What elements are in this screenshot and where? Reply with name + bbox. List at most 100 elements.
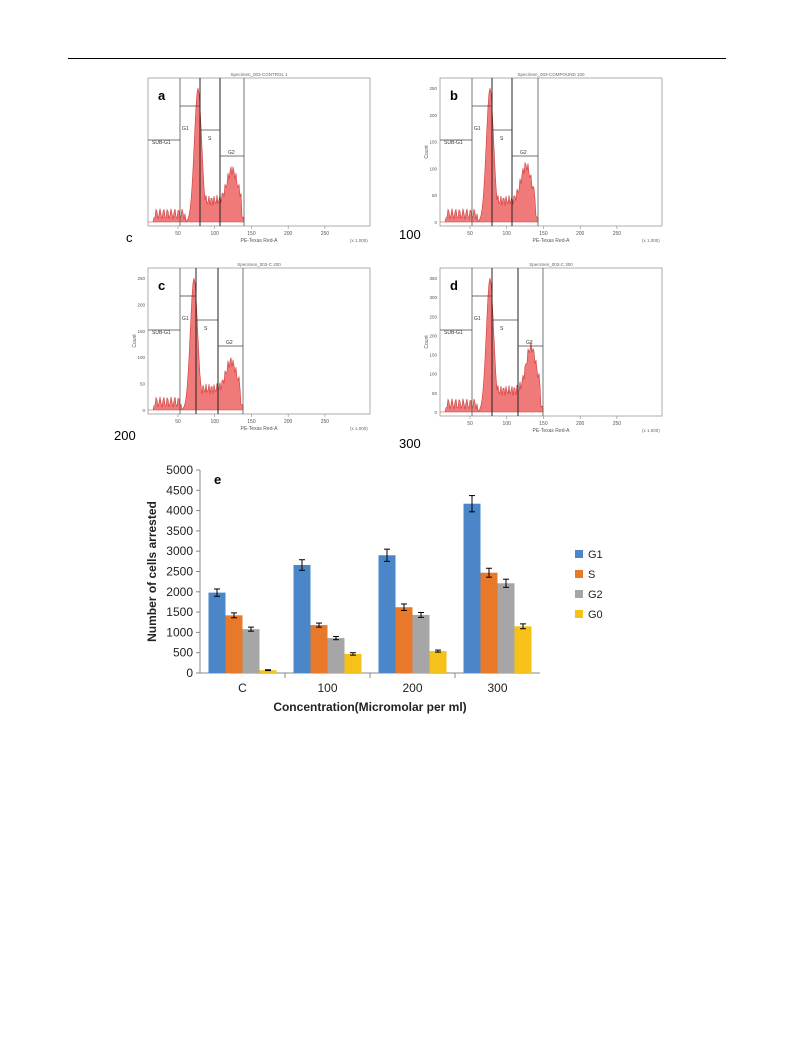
y-tick-label-0: 0 (186, 666, 193, 680)
yaxis-label-d: Count (424, 335, 430, 349)
ytick-label-c-4: 200 (137, 302, 145, 307)
error-bar-G0-300 (520, 623, 526, 630)
error-bar-G0-200 (435, 649, 441, 653)
y-tick-label-1: 500 (173, 646, 193, 660)
panel-letter-a: a (158, 88, 166, 103)
yaxis-label-b: Count (424, 145, 430, 159)
ytick-label-c-5: 250 (137, 276, 145, 281)
histogram-frame-d (439, 267, 663, 417)
gate-label-d-g1: G1 (474, 316, 481, 322)
histogram-svg-d: SUB-G1 G1 S G2 d Specimen_003-C 300 50 100 150 20… (424, 262, 663, 434)
gate-label-a-s: S (208, 136, 212, 142)
y-tick-label-7: 3500 (166, 524, 193, 538)
legend-swatch-G0 (575, 610, 583, 618)
xtick-label-b-2: 150 (539, 231, 548, 237)
histogram-frame-c (147, 267, 371, 415)
ytick-label-d-5: 250 (429, 314, 437, 319)
ytick-label-d-6: 300 (429, 295, 437, 300)
xtick-label-d-2: 150 (539, 421, 548, 427)
bar-G2-200 (412, 614, 430, 673)
histogram-panel-b: SUB-G1 G1 S G2 b Specimen_003-COMPOUND 100 50 1… (424, 72, 682, 258)
histogram-frame-a (147, 77, 371, 227)
histogram-fill-b (440, 87, 539, 223)
histogram-svg-b: SUB-G1 G1 S G2 b Specimen_003-COMPOUND 100 50 1… (424, 72, 663, 244)
xtick-label-c-2: 150 (247, 419, 256, 425)
xaxis-label-d: PE-Texas Red-A (533, 428, 571, 434)
bar-G0-C (259, 670, 277, 673)
xtick-label-c-3: 200 (284, 419, 293, 425)
specimen-title-a: Specimen_003-CONTROL 1 (230, 72, 288, 77)
xtick-label-a-3: 200 (284, 231, 293, 237)
x-tick-label-2: 200 (402, 681, 422, 695)
gate-label-c-subg1: SUB-G1 (152, 330, 171, 336)
specimen-title-b: Specimen_003-COMPOUND 100 (517, 72, 585, 77)
xtick-label-d-0: 50 (467, 421, 473, 427)
ytick-label-d-1: 50 (432, 391, 438, 396)
specimen-title-c: Specimen_003-C 200 (237, 262, 281, 267)
bar-G0-300 (514, 626, 532, 673)
ytick-label-d-4: 200 (429, 333, 437, 338)
bar-G2-C (242, 629, 260, 673)
bar-S-300 (480, 572, 498, 673)
error-bar-G0-100 (350, 652, 356, 656)
histogram-panel-a: SUB-G1 G1 S G2 a Specimen_003-CONTROL 1 50 100 1… (147, 72, 390, 258)
error-bar-G1-300 (469, 495, 475, 513)
xaxis-unit-b: (x 1,000) (642, 238, 660, 243)
gate-label-c-g2: G2 (226, 340, 233, 346)
xtick-label-a-0: 50 (175, 231, 181, 237)
xaxis-label-c: PE-Texas Red-A (241, 426, 279, 432)
specimen-title-d: Specimen_003-C 300 (529, 262, 573, 267)
gate-label-a-g2: G2 (228, 150, 235, 156)
ytick-label-b-4: 200 (429, 113, 437, 118)
legend-swatch-G1 (575, 550, 583, 558)
xtick-label-c-1: 100 (211, 419, 220, 425)
xaxis-label-a: PE-Texas Red-A (241, 238, 279, 244)
bar-S-200 (395, 607, 413, 673)
histogram-fill-a (148, 87, 245, 223)
gate-label-d-s: S (500, 326, 504, 332)
legend-label-G2: G2 (588, 589, 603, 601)
bar-G0-100 (344, 653, 362, 673)
gate-label-a-g1: G1 (182, 126, 189, 132)
legend-label-S: S (588, 569, 595, 581)
xaxis-unit-d: (x 1,000) (642, 428, 660, 433)
xtick-label-c-0: 50 (175, 419, 181, 425)
xtick-label-b-1: 100 (503, 231, 512, 237)
xtick-label-b-4: 250 (613, 231, 622, 237)
ytick-label-b-5: 250 (429, 86, 437, 91)
gate-label-d-g2: G2 (526, 340, 533, 346)
ytick-label-b-0: 0 (434, 220, 437, 225)
bar-G2-300 (497, 583, 515, 673)
histogram-svg-a: SUB-G1 G1 S G2 a Specimen_003-CONTROL 1 50 100 1… (147, 72, 371, 244)
ytick-label-d-0: 0 (434, 410, 437, 415)
gate-label-a-subg1: SUB-G1 (152, 140, 171, 146)
x-tick-label-0: C (238, 681, 247, 695)
bar-G1-100 (293, 565, 311, 673)
y-tick-label-10: 5000 (166, 463, 193, 477)
histogram-svg-c: SUB-G1 G1 S G2 c Specimen_003-C 200 50 100 150 20… (132, 262, 371, 432)
corner-label-a: c (126, 230, 133, 245)
gate-label-c-g1: G1 (182, 316, 189, 322)
bar-S-C (225, 615, 243, 673)
gate-label-b-subg1: SUB-G1 (444, 140, 463, 146)
xtick-label-a-4: 250 (321, 231, 330, 237)
gate-label-d-subg1: SUB-G1 (444, 330, 463, 336)
bar-G0-200 (429, 651, 447, 673)
bar-G2-100 (327, 638, 345, 673)
ytick-label-c-1: 50 (140, 382, 146, 387)
ytick-label-b-1: 50 (432, 193, 438, 198)
error-bar-G2-100 (333, 635, 339, 641)
xtick-label-d-1: 100 (503, 421, 512, 427)
ytick-label-d-7: 350 (429, 276, 437, 281)
ytick-label-d-2: 100 (429, 372, 437, 377)
page-header-rule (68, 58, 726, 59)
histogram-panel-d: SUB-G1 G1 S G2 d Specimen_003-C 300 50 100 150 20… (424, 262, 682, 448)
gate-label-b-g2: G2 (520, 150, 527, 156)
panel-letter-c: c (158, 278, 165, 293)
ytick-label-b-2: 100 (429, 166, 437, 171)
bar-G1-200 (378, 555, 396, 673)
cell-arrest-bar-chart: 0 500 1000 1500 2000 2500 3000 3500 4000 4500 5000… (145, 463, 603, 714)
corner-label-d: 300 (399, 436, 421, 451)
bar-G1-C (208, 592, 226, 673)
ytick-label-b-3: 150 (429, 140, 437, 145)
